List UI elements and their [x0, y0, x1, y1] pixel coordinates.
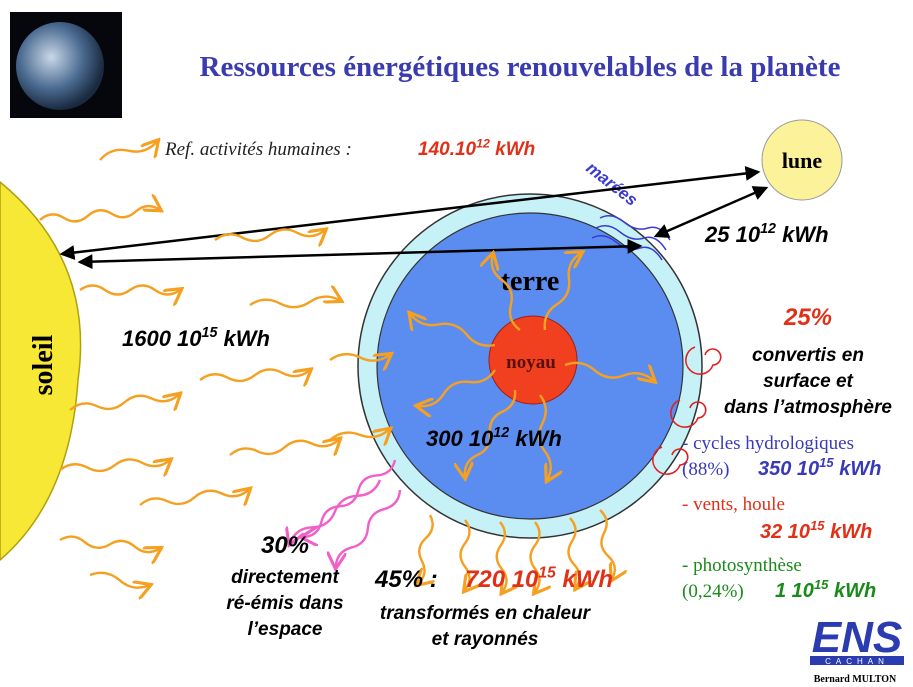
quantity-base: 350 10 — [758, 458, 819, 480]
quantity-exponent: 15 — [814, 577, 829, 592]
quantity-base: 300 10 — [426, 426, 494, 451]
convection-spirals — [652, 346, 722, 475]
quantity-unit: kWh — [828, 580, 876, 602]
core-heat-arrow — [416, 369, 497, 410]
item-value: 1 1015 kWh — [775, 577, 876, 602]
sun-ray-arrow — [39, 205, 160, 223]
core-heat-arrow — [461, 389, 517, 479]
sun-label: soleil — [28, 334, 59, 395]
core-label: noyau — [506, 352, 556, 373]
reemitted-line: l’espace — [248, 619, 323, 640]
quantity-base: 1600 10 — [122, 326, 202, 351]
item-label: - photosynthèse — [682, 555, 802, 576]
sun-ray-arrow — [69, 390, 179, 414]
sun-earth-arrow — [77, 238, 643, 270]
tides-label: marées — [583, 158, 642, 210]
radiated-heat-arrow — [599, 509, 617, 579]
item-share: (0,24%) — [682, 581, 744, 602]
quantity-base: 720 10 — [465, 566, 539, 593]
heat-value: 720 1015 kWh — [465, 564, 613, 593]
sun-ray-arrow — [99, 137, 159, 161]
moon — [761, 119, 843, 201]
radiated-heat-arrow — [529, 521, 540, 592]
radiated-heat-arrow — [495, 521, 507, 592]
sun-ray-arrow — [329, 425, 390, 444]
reemitted-arrow — [287, 479, 382, 546]
reemitted-arrow — [332, 489, 402, 569]
reemitted-line: directement — [231, 567, 339, 588]
quantity-unit: kWh — [509, 426, 562, 451]
converted-line: surface et — [763, 371, 853, 392]
sun-ray-arrow — [59, 456, 170, 475]
sun-ray-arrow — [214, 226, 325, 245]
quantity-exponent: 12 — [476, 136, 490, 150]
reemitted-arrow — [300, 459, 397, 541]
sun-ray-arrow — [229, 435, 339, 459]
sun-moon-arrow — [59, 166, 761, 260]
quantity-exponent: 12 — [760, 221, 776, 237]
core — [488, 315, 578, 405]
item-value: 350 1015 kWh — [758, 455, 881, 480]
item-share: (88%) — [682, 459, 729, 480]
sun-ray-arrow — [329, 350, 391, 364]
earth-photo-globe — [16, 22, 104, 110]
quantity-exponent: 15 — [819, 455, 834, 470]
quantity-exponent: 15 — [202, 325, 219, 341]
quantity-unit: kWh — [490, 139, 535, 160]
logo-name: ENS — [812, 613, 902, 662]
converted-line: dans l’atmosphère — [724, 397, 892, 418]
quantity-unit: kWh — [556, 566, 613, 593]
reemitted-percent: 30% — [261, 532, 309, 559]
sun — [0, 181, 82, 561]
tidal-value: 25 1012 kWh — [704, 221, 829, 247]
sun-ray-arrow — [249, 296, 340, 309]
slide-title: Ressources énergétiques renouvelables de… — [200, 51, 841, 83]
heat-line: transformés en chaleur — [380, 603, 592, 624]
quantity-exponent: 15 — [538, 564, 556, 581]
quantity-base: 1 10 — [775, 580, 814, 602]
radiated-heat-arrow — [567, 517, 581, 589]
moon-label: lune — [782, 148, 823, 173]
sun-ray-arrow — [59, 535, 160, 554]
author: Bernard MULTON — [814, 674, 897, 685]
quantity-base: 25 10 — [704, 222, 761, 247]
quantity-unit: kWh — [776, 222, 829, 247]
solar-value: 1600 1015 kWh — [122, 325, 270, 351]
radiated-heat-arrow — [413, 514, 434, 584]
quantity-unit: kWh — [217, 326, 270, 351]
core-heat-arrow — [564, 361, 654, 385]
radiated-heat-arrow — [459, 519, 470, 590]
item-value: 32 1015 kWh — [760, 518, 872, 543]
converted-line: convertis en — [752, 345, 864, 366]
reference-value: 140.1012 kWh — [418, 136, 535, 160]
geothermal-value: 300 1012 kWh — [426, 425, 562, 451]
earth-label: terre — [501, 266, 560, 297]
reemitted-line: ré-émis dans — [226, 593, 343, 614]
converted-percent: 25% — [783, 304, 832, 331]
logo-subtitle: CACHAN — [825, 657, 889, 666]
quantity-exponent: 12 — [493, 425, 509, 441]
item-label: - cycles hydrologiques — [682, 433, 854, 454]
core-heat-arrow — [488, 253, 521, 331]
sun-ray-arrow — [89, 571, 150, 590]
item-label: - vents, houle — [682, 494, 785, 515]
quantity-unit: kWh — [834, 458, 882, 480]
logo-band — [810, 656, 904, 665]
reference-label: Ref. activités humaines : — [164, 139, 352, 160]
earth-moon-arrow — [653, 186, 769, 238]
quantity-base: 140.10 — [418, 139, 477, 160]
core-heat-arrow — [537, 394, 552, 480]
heat-percent: 45% : — [374, 566, 438, 593]
core-heat-arrow — [543, 251, 585, 331]
core-heat-arrow — [409, 310, 496, 347]
sun-ray-arrow — [199, 366, 310, 385]
heat-line: et rayonnés — [432, 629, 539, 650]
quantity-unit: kWh — [825, 521, 873, 543]
sun-ray-arrow — [79, 284, 180, 295]
quantity-base: 32 10 — [760, 521, 810, 543]
sun-ray-arrow — [139, 485, 249, 509]
quantity-exponent: 15 — [810, 518, 825, 533]
